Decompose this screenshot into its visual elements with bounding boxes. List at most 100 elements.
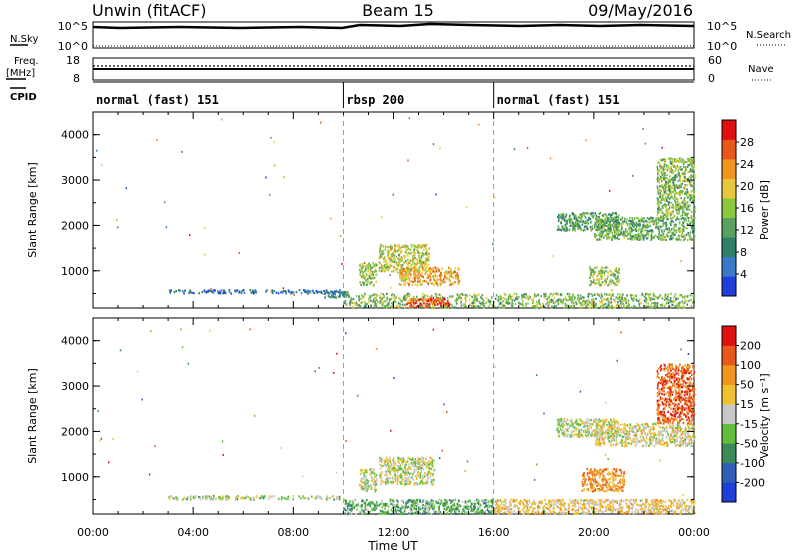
echo-cell [494, 508, 496, 511]
echo-cell [624, 234, 626, 237]
echo-cell [474, 510, 476, 513]
echo-cell [648, 293, 650, 296]
echo-cell [446, 511, 449, 515]
echo-cell [689, 237, 691, 240]
echo-cell [631, 297, 633, 300]
echo-cell [601, 235, 603, 238]
echo-cell [678, 206, 680, 209]
echo-cell [445, 272, 448, 275]
echo-cell [437, 267, 439, 270]
echo-cell [626, 233, 629, 236]
echo-cell [426, 305, 428, 308]
echo-cell [658, 225, 660, 228]
echo-cell [415, 504, 418, 507]
echo-cell [401, 277, 403, 280]
echo-cell [689, 182, 692, 185]
echo-cell [425, 243, 428, 246]
echo-cell [418, 281, 421, 284]
echo-cell [575, 301, 577, 304]
echo-cell [663, 512, 665, 516]
echo-cell [596, 238, 598, 241]
echo-cell [644, 506, 646, 509]
echo-cell [383, 260, 385, 263]
echo-cell [646, 293, 649, 296]
echo-cell [495, 506, 498, 509]
echo-cell [646, 225, 648, 228]
echo-cell [675, 207, 678, 210]
echo-cell [414, 276, 417, 279]
echo-cell [376, 504, 378, 507]
echo-cell [689, 208, 691, 211]
echo-cell [572, 226, 575, 229]
echo-cell [586, 301, 589, 305]
echo-cell [412, 280, 415, 284]
echo-cell [664, 171, 666, 174]
echo-cell [667, 208, 670, 211]
echo-cell [452, 499, 454, 502]
echo-cell [445, 270, 447, 273]
echo-cell [669, 297, 672, 300]
echo-cell [181, 150, 183, 153]
echo-cell [578, 505, 580, 508]
echo-cell [452, 283, 454, 286]
echo-cell [585, 139, 587, 142]
echo-cell [599, 500, 601, 503]
echo-cell [622, 221, 624, 224]
echo-cell [667, 293, 670, 296]
echo-cell [415, 267, 417, 270]
echo-cell [656, 236, 659, 239]
echo-cell [561, 511, 564, 515]
echo-cell [656, 187, 659, 190]
echo-cell [579, 294, 582, 297]
echo-cell [591, 214, 593, 218]
echo-cell [692, 222, 694, 225]
echo-cell [623, 230, 625, 233]
freq-label-top: Freq. [14, 56, 39, 67]
echo-cell [344, 302, 346, 305]
echo-cell [687, 208, 689, 211]
echo-cell [629, 499, 632, 502]
echo-cell [400, 245, 403, 249]
echo-cell [679, 168, 682, 171]
echo-cell [439, 274, 441, 277]
echo-cell [501, 306, 503, 309]
echo-cell [663, 229, 666, 232]
echo-cell [654, 512, 656, 515]
echo-cell [635, 498, 637, 501]
echo-cell [689, 236, 692, 239]
echo-cell [635, 229, 637, 232]
echo-cell [338, 495, 341, 498]
echo-cell [218, 498, 221, 501]
echo-cell [608, 213, 610, 216]
echo-cell [474, 295, 476, 298]
echo-cell [687, 205, 690, 208]
echo-cell [658, 505, 660, 508]
echo-cell [599, 273, 602, 276]
echo-cell [591, 502, 593, 505]
echo-cell [677, 208, 680, 211]
echo-cell [481, 294, 484, 297]
echo-cell [647, 305, 650, 308]
echo-cell [558, 502, 561, 506]
echo-cell [644, 229, 646, 232]
echo-cell [317, 290, 320, 293]
echo-cell [377, 300, 379, 304]
nsky-panel: N.Sky 10^5 10^0 10^5 10^0 N.Search [10, 20, 791, 53]
echo-cell [597, 224, 600, 227]
echo-cell [679, 206, 682, 209]
echo-cell [652, 218, 654, 221]
echo-cell [184, 289, 186, 292]
echo-cell [513, 299, 516, 302]
echo-cell [381, 302, 384, 305]
echo-cell [661, 165, 663, 168]
echo-cell [662, 221, 665, 224]
echo-cell [690, 196, 693, 199]
echo-cell [385, 260, 388, 263]
echo-cell [684, 176, 686, 179]
echo-cell [287, 496, 290, 499]
echo-cell [660, 171, 663, 174]
echo-cell [228, 290, 231, 293]
echo-cell [365, 267, 367, 270]
echo-cell [681, 168, 683, 171]
echo-cell [404, 272, 407, 275]
